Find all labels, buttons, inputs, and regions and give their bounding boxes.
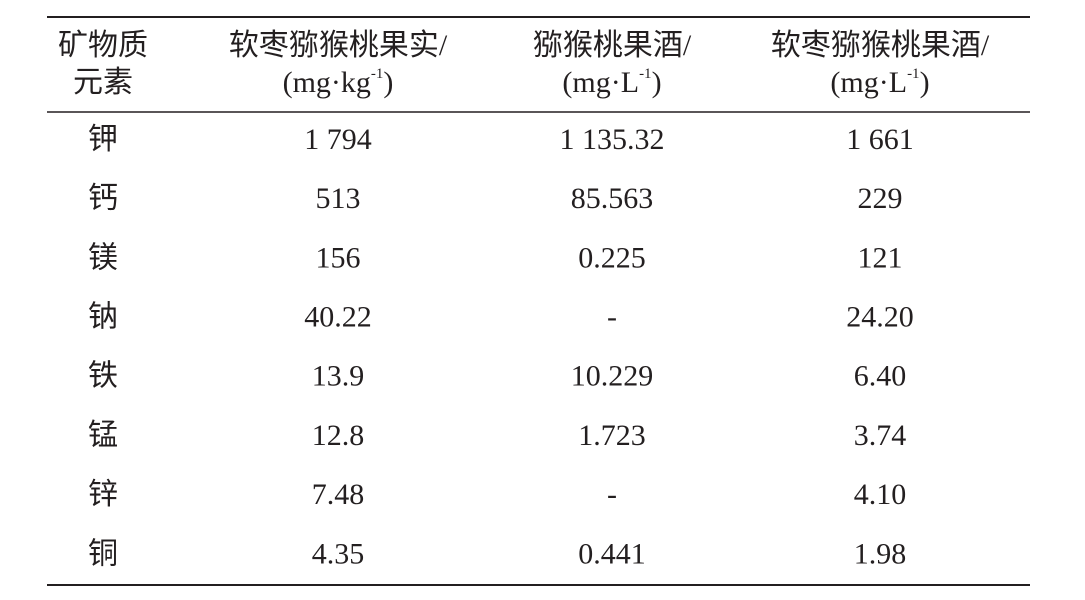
element-name: 钠 xyxy=(88,300,118,333)
cell-value: 1 794 xyxy=(304,123,372,156)
element-name: 钾 xyxy=(88,123,118,156)
cell-value: 12.8 xyxy=(312,419,365,452)
header-unit: (mg·kg-1) xyxy=(283,66,394,99)
cell-value: 0.225 xyxy=(578,241,646,274)
header-unit: (mg·L-1) xyxy=(562,66,661,99)
cell-value: 513 xyxy=(316,182,361,215)
header-text: 软枣猕猴桃果酒/ xyxy=(771,29,990,62)
cell-value: - xyxy=(607,478,617,511)
element-name: 铜 xyxy=(88,537,118,570)
unit-text: (mg·kg xyxy=(283,66,371,99)
unit-sup: -1 xyxy=(371,66,384,82)
cell-value: 13.9 xyxy=(312,360,365,393)
header-text: 矿物质 xyxy=(58,29,148,62)
unit-sup: -1 xyxy=(907,66,920,82)
cell-value: 7.48 xyxy=(312,478,365,511)
cell-value: 229 xyxy=(858,182,903,215)
unit-close: ) xyxy=(652,66,662,99)
element-name: 锰 xyxy=(88,419,118,452)
header-unit: (mg·L-1) xyxy=(830,66,929,99)
cell-value: 156 xyxy=(316,241,361,274)
cell-value: - xyxy=(607,300,617,333)
element-name: 钙 xyxy=(88,182,118,215)
cell-value: 1 661 xyxy=(846,123,914,156)
unit-text: (mg·L xyxy=(562,66,639,99)
cell-value: 121 xyxy=(858,241,903,274)
cell-value: 4.35 xyxy=(312,537,365,570)
header-text: 元素 xyxy=(73,66,133,99)
cell-value: 1 135.32 xyxy=(560,123,665,156)
unit-close: ) xyxy=(920,66,930,99)
header-text: 软枣猕猴桃果实/ xyxy=(229,29,448,62)
cell-value: 4.10 xyxy=(854,478,907,511)
cell-value: 1.98 xyxy=(854,537,907,570)
unit-text: (mg·L xyxy=(830,66,907,99)
element-name: 铁 xyxy=(88,360,118,393)
unit-close: ) xyxy=(383,66,393,99)
cell-value: 24.20 xyxy=(846,300,914,333)
element-name: 镁 xyxy=(88,241,118,274)
cell-value: 0.441 xyxy=(578,537,646,570)
cell-value: 3.74 xyxy=(854,419,907,452)
header-text: 猕猴桃果酒/ xyxy=(533,29,692,62)
cell-value: 10.229 xyxy=(571,360,654,393)
element-name: 锌 xyxy=(88,478,118,511)
cell-value: 6.40 xyxy=(854,360,907,393)
cell-value: 85.563 xyxy=(571,182,654,215)
cell-value: 40.22 xyxy=(304,300,372,333)
cell-value: 1.723 xyxy=(578,419,646,452)
unit-sup: -1 xyxy=(639,66,652,82)
